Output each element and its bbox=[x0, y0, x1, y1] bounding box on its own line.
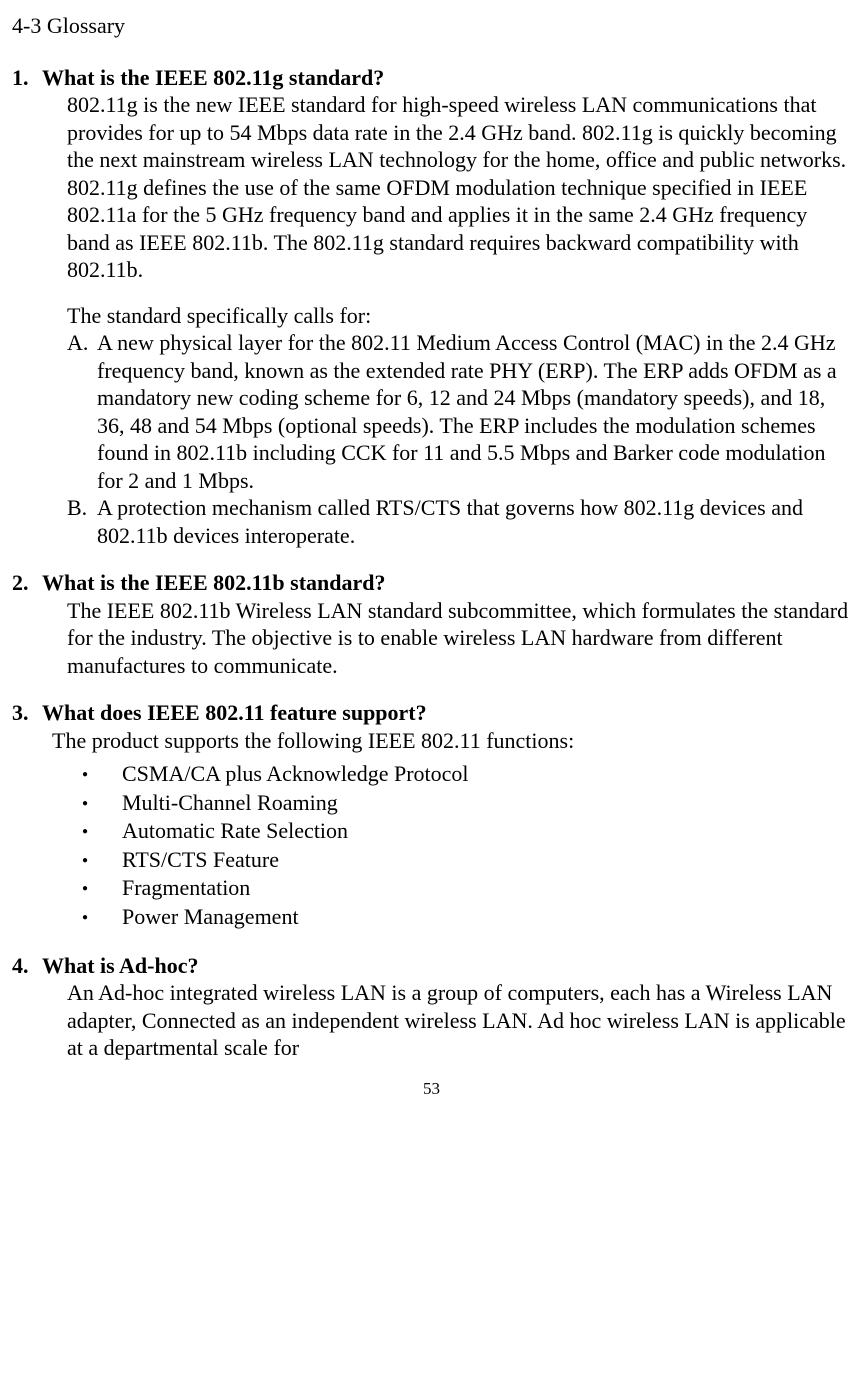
answer-para: The IEEE 802.11b Wireless LAN standard s… bbox=[67, 597, 851, 680]
question-line: 4. What is Ad-hoc? bbox=[12, 952, 851, 980]
question-line: 3. What does IEEE 802.11 feature support… bbox=[12, 699, 851, 727]
sub-item-b: B. A protection mechanism called RTS/CTS… bbox=[67, 494, 851, 549]
question-line: 1. What is the IEEE 802.11g standard? bbox=[12, 64, 851, 92]
question-number: 1. bbox=[12, 64, 42, 92]
question-text: What is the IEEE 802.11g standard? bbox=[42, 64, 851, 92]
qa-item-3: 3. What does IEEE 802.11 feature support… bbox=[12, 699, 851, 932]
question-number: 4. bbox=[12, 952, 42, 980]
sub-text: A new physical layer for the 802.11 Medi… bbox=[97, 329, 851, 494]
answer-para: The product supports the following IEEE … bbox=[52, 727, 851, 755]
sub-list: A. A new physical layer for the 802.11 M… bbox=[67, 329, 851, 549]
answer-para: An Ad-hoc integrated wireless LAN is a g… bbox=[67, 979, 851, 1062]
question-number: 2. bbox=[12, 569, 42, 597]
page-number: 53 bbox=[12, 1078, 851, 1099]
bullet-item: Multi-Channel Roaming bbox=[82, 789, 851, 818]
qa-item-4: 4. What is Ad-hoc? An Ad-hoc integrated … bbox=[12, 952, 851, 1062]
question-line: 2. What is the IEEE 802.11b standard? bbox=[12, 569, 851, 597]
sub-letter: B. bbox=[67, 494, 97, 549]
bullet-item: Automatic Rate Selection bbox=[82, 817, 851, 846]
question-number: 3. bbox=[12, 699, 42, 727]
bullet-item: CSMA/CA plus Acknowledge Protocol bbox=[82, 760, 851, 789]
feature-bullets: CSMA/CA plus Acknowledge Protocol Multi-… bbox=[82, 760, 851, 932]
qa-item-1: 1. What is the IEEE 802.11g standard? 80… bbox=[12, 64, 851, 550]
question-text: What is Ad-hoc? bbox=[42, 952, 851, 980]
bullet-item: RTS/CTS Feature bbox=[82, 846, 851, 875]
question-text: What does IEEE 802.11 feature support? bbox=[42, 699, 851, 727]
spacer bbox=[67, 284, 851, 302]
sub-text: A protection mechanism called RTS/CTS th… bbox=[97, 494, 851, 549]
lead-in-text: The standard specifically calls for: bbox=[67, 302, 851, 330]
bullet-item: Power Management bbox=[82, 903, 851, 932]
section-title: 4-3 Glossary bbox=[12, 12, 851, 40]
answer-para: 802.11g defines the use of the same OFDM… bbox=[67, 174, 851, 284]
sub-item-a: A. A new physical layer for the 802.11 M… bbox=[67, 329, 851, 494]
sub-letter: A. bbox=[67, 329, 97, 494]
answer-para: 802.11g is the new IEEE standard for hig… bbox=[67, 91, 851, 174]
question-text: What is the IEEE 802.11b standard? bbox=[42, 569, 851, 597]
qa-item-2: 2. What is the IEEE 802.11b standard? Th… bbox=[12, 569, 851, 679]
bullet-item: Fragmentation bbox=[82, 874, 851, 903]
